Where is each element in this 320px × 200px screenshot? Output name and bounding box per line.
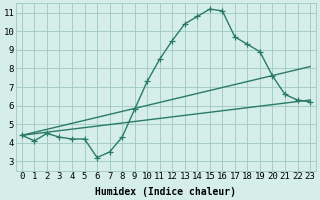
X-axis label: Humidex (Indice chaleur): Humidex (Indice chaleur) bbox=[95, 186, 236, 197]
